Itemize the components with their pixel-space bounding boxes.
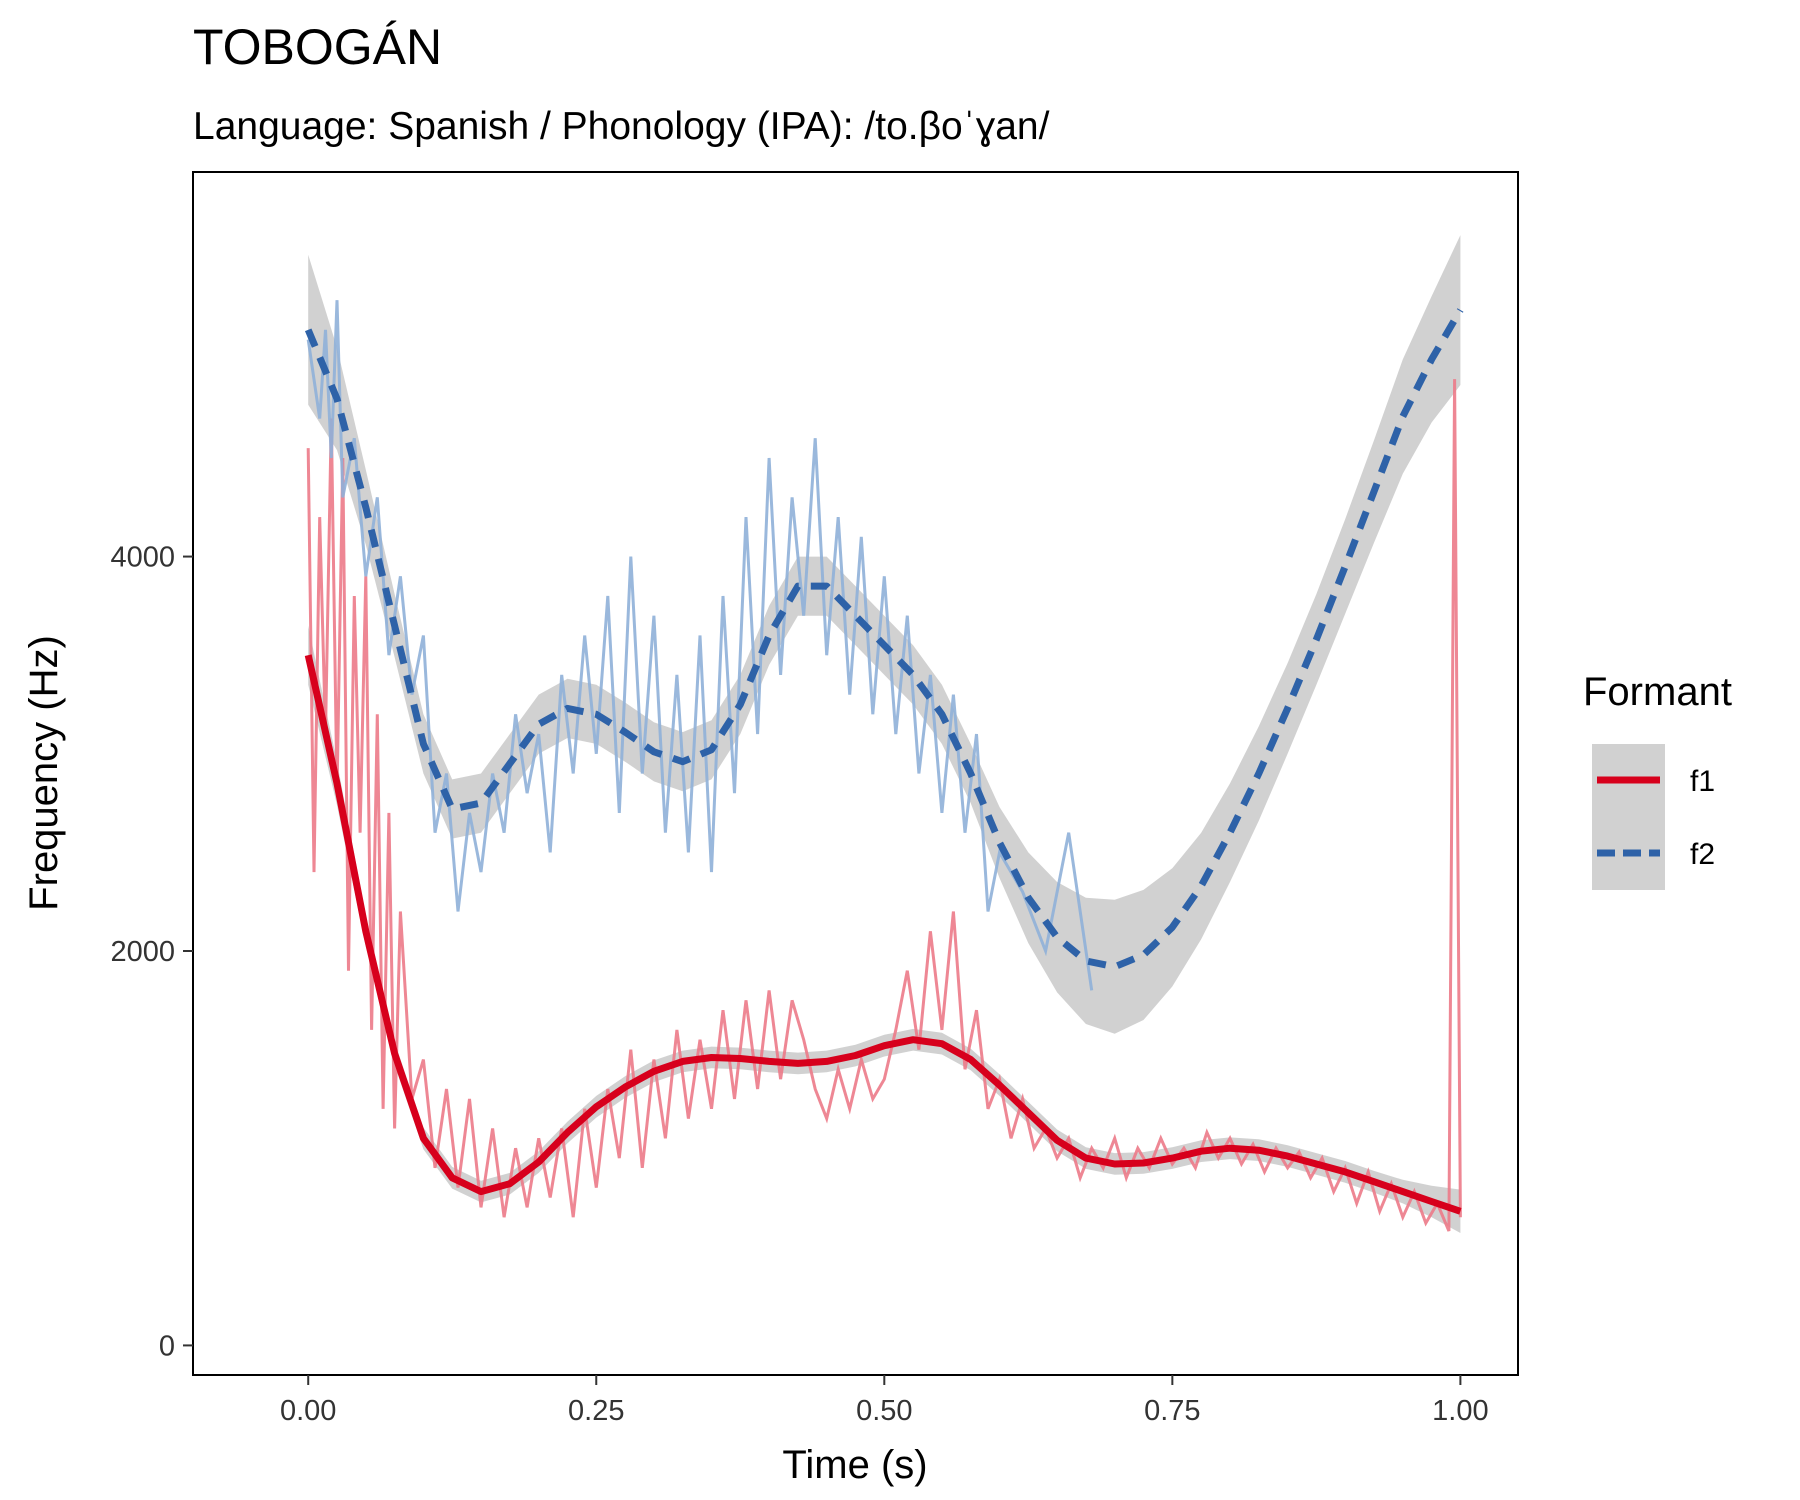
x-axis: 0.00 0.25 0.50 0.75 1.00 xyxy=(280,1375,1489,1427)
x-tick-label: 1.00 xyxy=(1432,1395,1488,1427)
smooth-line-f1 xyxy=(304,654,1462,1215)
y-tick-label: 0 xyxy=(159,1330,175,1362)
x-axis-title: Time (s) xyxy=(782,1443,927,1487)
y-tick-label: 2000 xyxy=(110,936,175,968)
y-axis: 0 2000 4000 xyxy=(110,542,193,1362)
y-axis-title: Frequency (Hz) xyxy=(22,635,66,911)
raw-trace-f1 xyxy=(306,379,1462,1232)
plot-area xyxy=(304,235,1464,1233)
x-tick-label: 0.75 xyxy=(1144,1395,1200,1427)
chart-subtitle: Language: Spanish / Phonology (IPA): /to… xyxy=(193,105,1050,148)
legend-label-f2: f2 xyxy=(1690,838,1715,871)
x-tick-label: 0.50 xyxy=(856,1395,912,1427)
plot-panel-border xyxy=(192,171,1519,1376)
confidence-band-f2 xyxy=(308,235,1461,1034)
x-tick-label: 0.00 xyxy=(280,1395,336,1427)
legend: Formant f1 f2 xyxy=(1583,670,1732,890)
smooth-line-f2 xyxy=(304,308,1464,971)
legend-title: Formant xyxy=(1583,670,1732,714)
y-tick-label: 4000 xyxy=(110,542,175,574)
chart-title: TOBOGÁN xyxy=(193,19,442,75)
raw-trace-f2 xyxy=(306,300,1094,991)
x-tick-label: 0.25 xyxy=(568,1395,624,1427)
legend-label-f1: f1 xyxy=(1690,765,1715,798)
